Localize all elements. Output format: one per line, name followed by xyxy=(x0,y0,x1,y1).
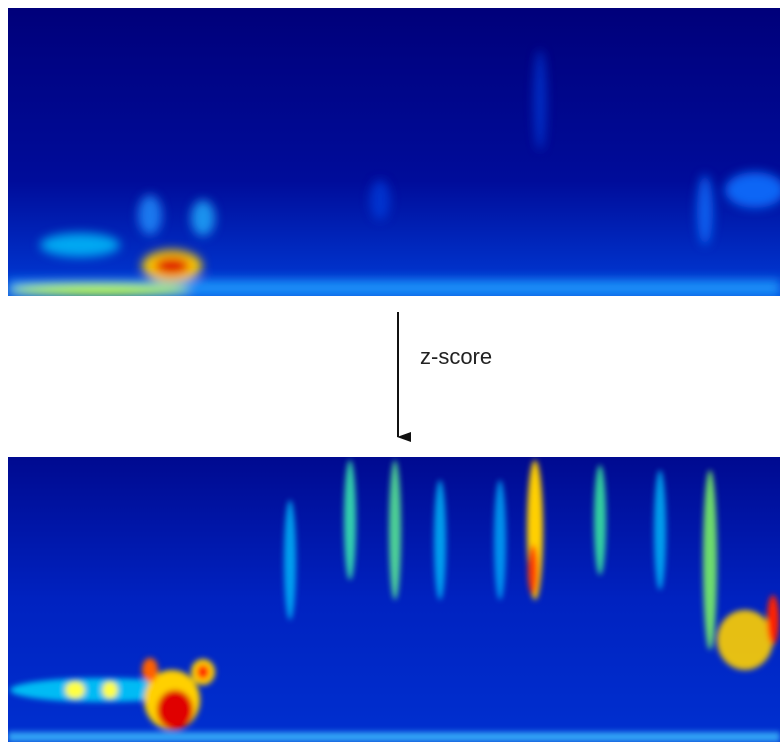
heatmap-features xyxy=(8,50,780,296)
heatmap-features xyxy=(8,460,780,742)
heatmap-zscore xyxy=(8,457,780,742)
heatmap-background xyxy=(8,8,780,296)
arrow-label: z-score xyxy=(420,344,492,369)
heatmap-raw xyxy=(8,8,780,296)
